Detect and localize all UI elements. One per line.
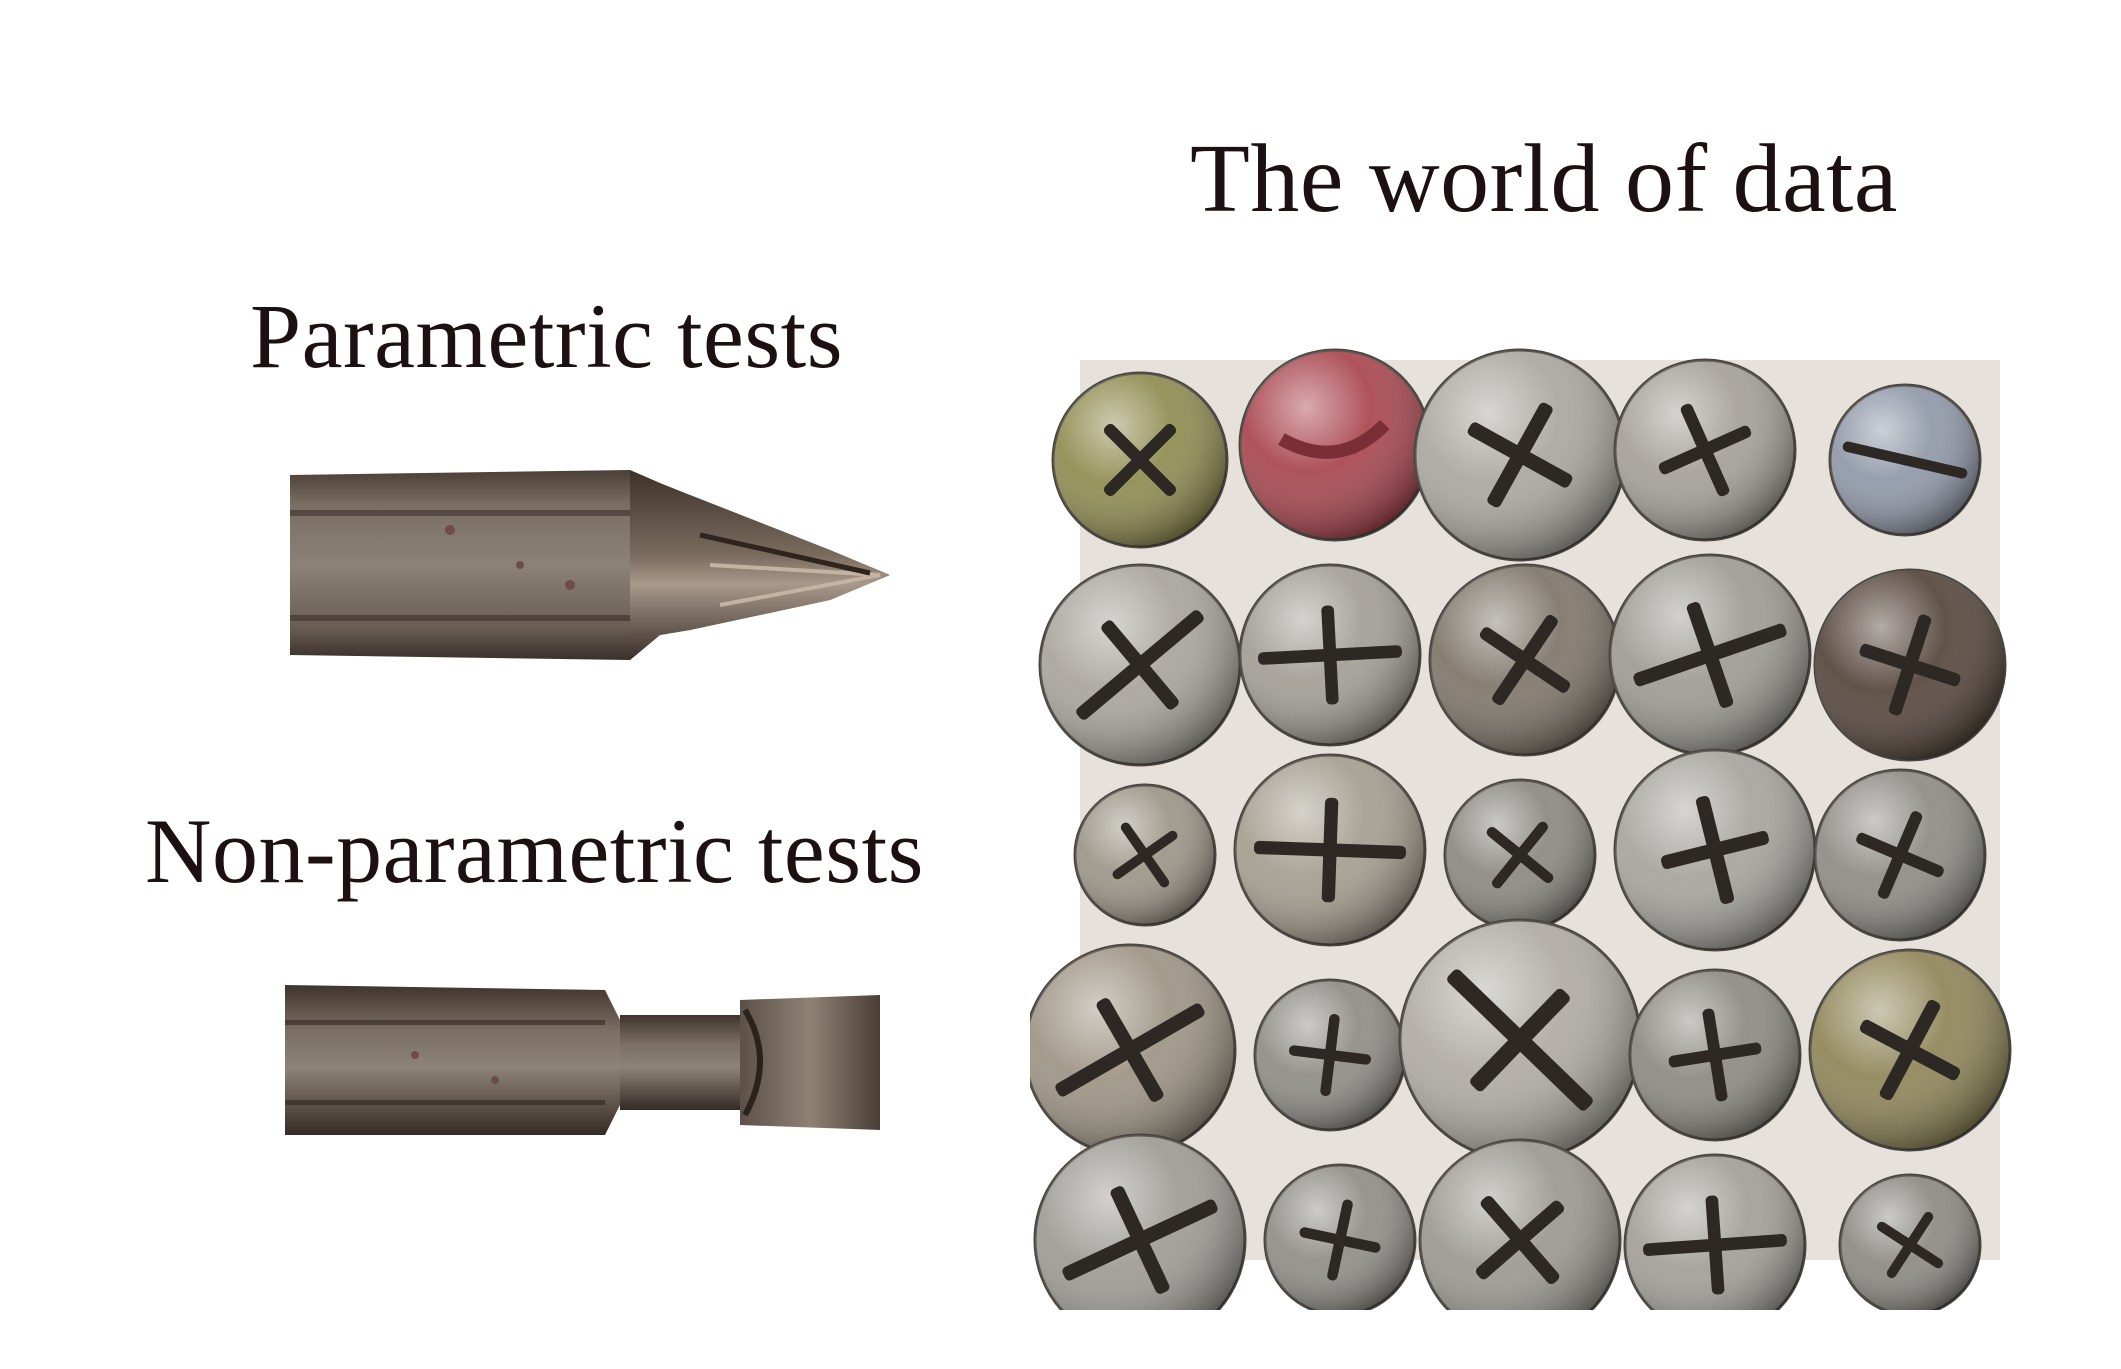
screw-head: [1443, 778, 1597, 932]
screw-drive-recess: [1856, 811, 1944, 899]
screw-drive-recess: [1103, 423, 1177, 497]
screw-drive-recess: [1076, 610, 1204, 720]
screw-head: [1813, 768, 1987, 942]
screw-head: [1038, 563, 1242, 767]
screw-drive-recess: [1475, 1195, 1565, 1285]
flat-bit-shape: [285, 985, 880, 1135]
screw-head: [1238, 348, 1432, 542]
screw-head: [1413, 348, 1627, 562]
screw-head: [1238, 563, 1422, 747]
phillips-bit-image: [290, 470, 890, 660]
screw-drive-recess: [1288, 1013, 1372, 1097]
world-of-data-label: The world of data: [1190, 125, 1898, 233]
screw-head: [1813, 568, 2007, 762]
screw-drive-recess: [1486, 821, 1554, 889]
phillips-bit-shape: [290, 470, 890, 660]
screw-head: [1828, 383, 1982, 537]
screw-head: [1608, 553, 1812, 757]
screw-head: [1233, 753, 1427, 947]
screw-head: [1613, 358, 1797, 542]
screw-head: [1398, 918, 1642, 1162]
screw-drive-recess: [1479, 614, 1571, 706]
screw-drive-recess: [1447, 969, 1593, 1111]
screw-pile-image: [1030, 348, 2012, 1310]
screw-head: [1428, 563, 1622, 757]
screw-drive-recess: [1661, 796, 1769, 904]
screw-drive-recess: [1055, 998, 1205, 1102]
screw-head: [1808, 948, 2012, 1152]
screw-drive-recess: [1062, 1186, 1218, 1294]
screw-drive-recess: [1668, 1008, 1762, 1102]
screw-head: [1628, 968, 1802, 1142]
screw-head: [1253, 978, 1407, 1132]
screw-drive-recess: [1258, 605, 1402, 705]
screw-drive-recess: [1876, 1211, 1944, 1279]
screw-head: [1051, 371, 1229, 549]
screw-drive-recess: [1842, 441, 1968, 479]
flat-bit-image: [285, 985, 880, 1135]
screw-drive-recess: [1859, 614, 1961, 716]
screw-head: [1033, 1133, 1247, 1310]
screw-drive-recess: [1633, 602, 1787, 708]
screw-head: [1263, 1163, 1417, 1310]
screw-head: [1418, 1138, 1622, 1310]
screw-head: [1623, 1153, 1807, 1310]
non-parametric-tests-label: Non-parametric tests: [145, 800, 924, 902]
screw-drive-recess: [1253, 797, 1407, 903]
screw-drive-recess: [1658, 403, 1752, 497]
screw-drive-recess: [1643, 1195, 1787, 1295]
screw-head: [1838, 1173, 1982, 1310]
screw-head: [1073, 783, 1217, 927]
parametric-tests-label: Parametric tests: [250, 285, 844, 387]
screw-head: [1030, 943, 1237, 1157]
screw-drive-recess: [1112, 822, 1178, 888]
screw-drive-recess: [1859, 999, 1961, 1101]
screw-drive-recess: [1467, 402, 1573, 508]
screw-drive-recess: [1278, 419, 1390, 459]
screw-head: [1613, 748, 1817, 952]
screw-drive-recess: [1299, 1199, 1381, 1281]
